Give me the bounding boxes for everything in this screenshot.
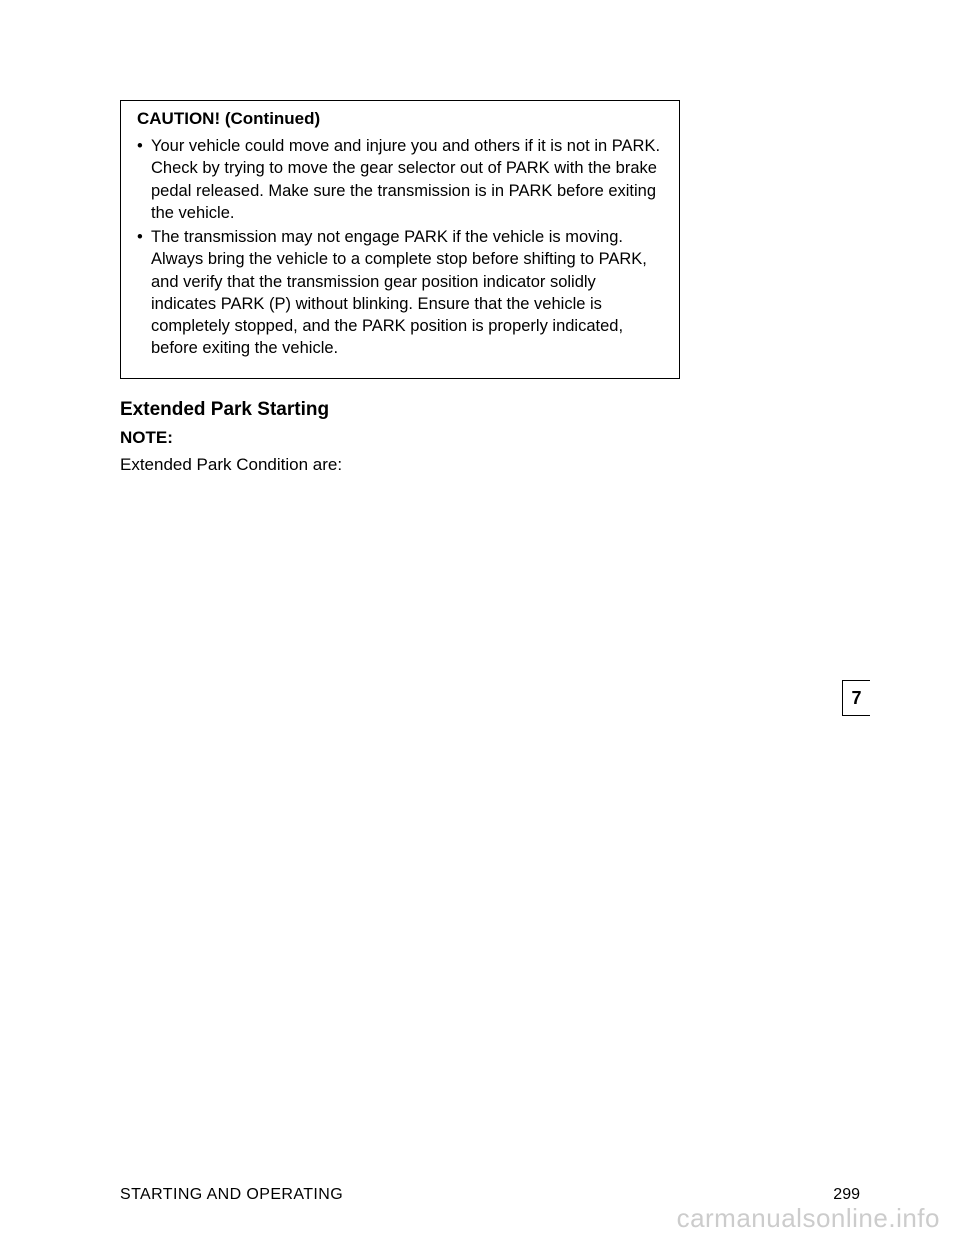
caution-box: CAUTION! (Continued) Your vehicle could … [120, 100, 680, 379]
section-heading: Extended Park Starting [120, 399, 860, 421]
section-tab: 7 [842, 680, 870, 716]
page-container: CAUTION! (Continued) Your vehicle could … [0, 0, 960, 1242]
note-label: NOTE: [120, 427, 680, 450]
caution-item: The transmission may not engage PARK if … [137, 226, 663, 360]
caution-heading: CAUTION! (Continued) [137, 109, 663, 129]
page-footer: STARTING AND OPERATING 299 [0, 1186, 960, 1204]
body-text: NOTE: Extended Park Condition are: [120, 427, 680, 477]
caution-list: Your vehicle could move and injure you a… [137, 135, 663, 360]
footer-inner: STARTING AND OPERATING 299 [120, 1186, 860, 1204]
caution-item: Your vehicle could move and injure you a… [137, 135, 663, 224]
body-paragraph: Extended Park Condition are: [120, 454, 680, 477]
section-number: 7 [851, 688, 861, 709]
watermark: carmanualsonline.info [677, 1203, 940, 1234]
page-number: 299 [833, 1186, 860, 1204]
footer-section-title: STARTING AND OPERATING [120, 1186, 343, 1204]
